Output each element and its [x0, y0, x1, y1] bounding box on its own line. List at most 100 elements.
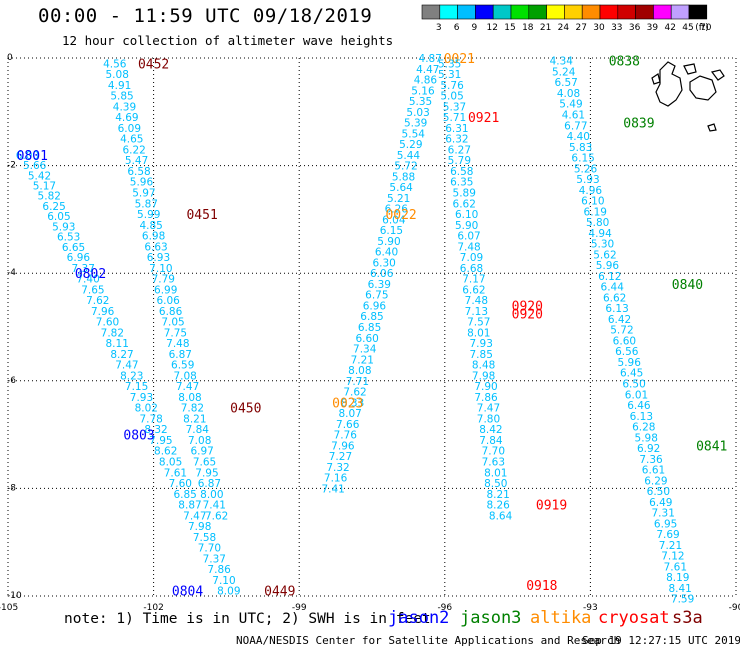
swh-value: 7.71: [346, 376, 369, 388]
swh-value: 5.89: [453, 188, 476, 200]
swh-value: 6.61: [642, 465, 665, 477]
swh-value: 8.00: [200, 489, 223, 501]
swh-value: 8.01: [484, 467, 507, 479]
swh-value: 5.93: [576, 174, 599, 186]
pass-time-label: 0449: [264, 585, 295, 600]
swh-value: 5.66: [23, 160, 47, 172]
swh-value: 8.26: [486, 500, 510, 512]
swh-value: 7.82: [181, 403, 204, 415]
legend-swatch: [635, 4, 654, 20]
pass-time-label: 0802: [75, 267, 106, 282]
swh-value: 7.86: [474, 392, 498, 404]
swh-value: 6.85: [173, 489, 196, 501]
swh-value: 7.96: [331, 440, 355, 452]
swh-value: 4.86: [414, 75, 438, 87]
swh-value: 5.26: [574, 163, 598, 175]
swh-value: 7.27: [329, 451, 352, 463]
swh-value: 7.65: [193, 457, 216, 469]
swh-value: 5.03: [406, 107, 429, 119]
swh-value: 4.34: [550, 56, 574, 68]
swh-value: 5.87: [135, 198, 158, 210]
pass-time-label: 0840: [672, 278, 703, 293]
swh-value: 8.33: [341, 397, 364, 409]
swh-value: 6.28: [632, 422, 655, 434]
legend-label: 45: [682, 23, 693, 33]
swh-value: 5.88: [392, 171, 415, 183]
swh-value: 6.65: [62, 242, 85, 254]
satellite-jason2: jason2: [388, 608, 450, 628]
swh-value: 8.62: [154, 446, 177, 458]
swh-value: 7.65: [81, 284, 104, 296]
swh-value: 6.58: [450, 166, 473, 178]
swh-value: 6.04: [382, 214, 406, 226]
lat-tick-label: 0: [7, 53, 13, 63]
swh-value: 6.95: [654, 518, 677, 530]
swh-value: 6.15: [380, 225, 403, 237]
swh-value: 7.15: [125, 381, 148, 393]
swh-value: 6.85: [360, 311, 383, 323]
track-altika: 4.874.474.865.165.355.035.395.545.295.44…: [321, 52, 475, 495]
swh-value: 6.40: [375, 247, 398, 259]
swh-value: 7.47: [176, 381, 199, 393]
pass-time-label: 0919: [536, 499, 567, 514]
swh-value: 5.35: [438, 58, 461, 70]
island-fernandina: [651, 73, 661, 85]
swh-value: 8.42: [479, 424, 502, 436]
island-santa-cruz: [689, 75, 717, 101]
swh-value: 6.46: [627, 400, 651, 412]
pass-time-label: 0804: [172, 585, 203, 600]
pass-time-label: 0451: [186, 208, 217, 223]
swh-value: 6.45: [620, 368, 643, 380]
footer-note: note: 1) Time is in UTC; 2) SWH is in fe…: [64, 611, 431, 627]
swh-value: 6.39: [368, 279, 391, 291]
legend-label: 39: [647, 23, 659, 33]
swh-value: 5.93: [52, 221, 75, 233]
swh-value: 5.96: [596, 260, 620, 272]
swh-value: 6.50: [647, 486, 670, 498]
lat-tick-label: -2: [7, 161, 16, 171]
legend-label: 42: [664, 23, 675, 33]
swh-value: 5.71: [443, 112, 466, 124]
swh-value: 6.42: [608, 314, 631, 326]
swh-value: 6.30: [372, 257, 395, 269]
swh-value: 4.94: [588, 228, 612, 240]
swh-value: 8.08: [178, 392, 201, 404]
lon-tick-label: -99: [292, 603, 307, 613]
swh-value: 8.50: [484, 478, 507, 490]
swh-value: 6.12: [598, 271, 621, 283]
legend-label: 33: [611, 23, 622, 33]
legend-swatch: [475, 4, 494, 20]
timestamp: Sep 19 12:27:15 UTC 2019: [582, 634, 740, 647]
swh-value: 5.97: [132, 188, 155, 200]
swh-value: 7.86: [207, 564, 231, 576]
swh-value: 8.21: [486, 489, 509, 501]
swh-value: 6.35: [450, 177, 473, 189]
swh-value: 8.11: [106, 338, 129, 350]
swh-value: 7.57: [467, 317, 490, 329]
swh-value: 7.21: [351, 354, 374, 366]
swh-value: 5.96: [618, 357, 642, 369]
lat-tick-label: -6: [7, 376, 16, 386]
swh-value: 7.63: [482, 457, 505, 469]
pass-time-label: 0021: [444, 52, 475, 67]
swh-value: 7.16: [324, 473, 348, 485]
swh-value: 7.10: [149, 263, 172, 275]
swh-value: 5.16: [411, 85, 435, 97]
swh-value: 8.19: [666, 572, 689, 584]
swh-value: 6.31: [445, 123, 468, 135]
swh-value: 5.98: [635, 432, 658, 444]
swh-value: 7.84: [186, 424, 210, 436]
swh-value: 7.95: [149, 435, 172, 447]
swh-value: 7.61: [164, 467, 187, 479]
swh-value: 6.62: [462, 284, 485, 296]
swh-value: 8.09: [217, 586, 240, 598]
swh-value: 6.29: [644, 475, 667, 487]
legend-swatch: [528, 4, 547, 20]
legend-swatch: [581, 4, 601, 20]
swh-value: 7.21: [659, 540, 682, 552]
swh-value: 5.72: [610, 325, 633, 337]
swh-value: 8.64: [489, 510, 513, 522]
satellite-tracks: 6.005.665.425.175.826.256.055.936.536.65…: [16, 52, 728, 606]
swh-value: 8.21: [183, 413, 206, 425]
swh-value: 7.59: [671, 594, 694, 606]
